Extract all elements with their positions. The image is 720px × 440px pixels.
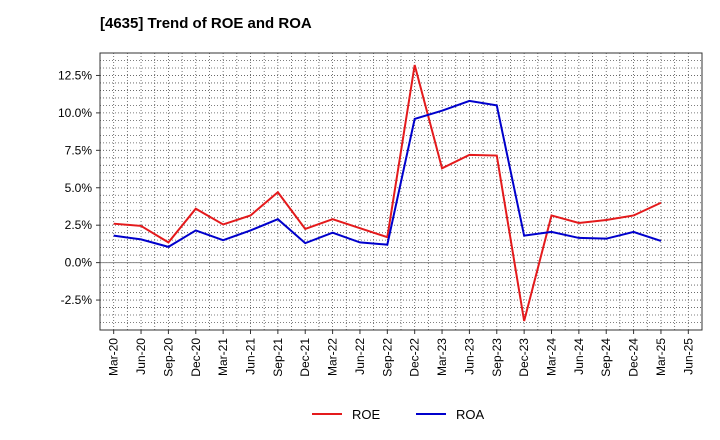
x-tick-label: Mar-24 bbox=[545, 338, 559, 376]
y-tick-label: 0.0% bbox=[65, 256, 93, 270]
x-tick-label: Jun-23 bbox=[462, 338, 476, 375]
x-tick-label: Mar-21 bbox=[216, 338, 230, 376]
y-tick-label: 12.5% bbox=[58, 68, 92, 82]
plot-frame bbox=[99, 52, 703, 331]
x-tick-label: Dec-21 bbox=[298, 338, 312, 377]
x-tick-label: Dec-24 bbox=[627, 338, 641, 377]
x-tick-label: Mar-20 bbox=[107, 338, 121, 376]
x-tick-label: Dec-23 bbox=[517, 338, 531, 377]
x-tick-label: Jun-24 bbox=[572, 338, 586, 375]
x-tick-label: Sep-21 bbox=[271, 338, 285, 377]
x-tick-label: Sep-23 bbox=[490, 338, 504, 377]
y-tick-label: 5.0% bbox=[65, 181, 93, 195]
y-tick-label: 7.5% bbox=[65, 143, 93, 157]
x-tick-label: Dec-20 bbox=[189, 338, 203, 377]
y-tick-label: -2.5% bbox=[61, 293, 93, 307]
x-tick-label: Sep-24 bbox=[599, 338, 613, 377]
x-tick-label: Jun-25 bbox=[681, 338, 695, 375]
x-tick-label: Mar-23 bbox=[435, 338, 449, 376]
legend-label-roe: ROE bbox=[352, 407, 381, 422]
series-line-roa bbox=[113, 99, 662, 248]
x-tick-label: Sep-22 bbox=[380, 338, 394, 377]
x-tick-label: Jun-20 bbox=[134, 338, 148, 375]
x-tick-label: Dec-22 bbox=[408, 338, 422, 377]
x-tick-label: Jun-22 bbox=[353, 338, 367, 375]
y-tick-label: 2.5% bbox=[65, 218, 93, 232]
y-tick-label: 10.0% bbox=[58, 106, 92, 120]
legend-label-roa: ROA bbox=[456, 407, 485, 422]
chart-title: [4635] Trend of ROE and ROA bbox=[100, 15, 312, 32]
x-tick-label: Mar-25 bbox=[654, 338, 668, 376]
x-tick-label: Sep-20 bbox=[161, 338, 175, 377]
x-tick-label: Mar-22 bbox=[326, 338, 340, 376]
x-tick-label: Jun-21 bbox=[244, 338, 258, 375]
series-line-roe bbox=[113, 64, 662, 322]
